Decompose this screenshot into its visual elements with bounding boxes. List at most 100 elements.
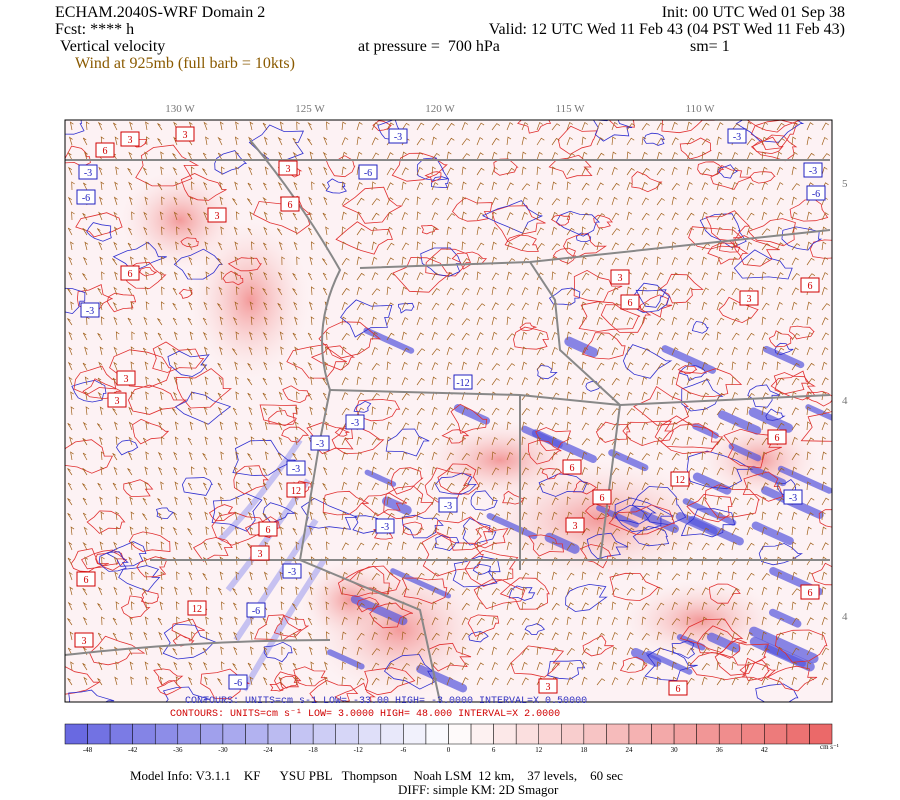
contour-label-box xyxy=(207,207,227,223)
wind-barb xyxy=(202,482,208,491)
wind-barb xyxy=(821,256,829,266)
wind-barb xyxy=(401,556,406,566)
wind-barb xyxy=(85,121,90,131)
contour-label: -3 xyxy=(86,306,94,317)
wind-barb xyxy=(160,556,164,566)
wind-barb xyxy=(581,136,587,146)
wind-barb xyxy=(187,213,193,221)
wind-barb xyxy=(85,391,89,401)
wind-barb xyxy=(761,663,770,671)
wind-barb xyxy=(806,241,812,251)
wind-barb xyxy=(127,468,133,476)
wind-barb xyxy=(324,346,329,356)
wind-barb xyxy=(596,407,604,416)
colorbar-box xyxy=(222,723,246,745)
wind-barb xyxy=(160,256,165,266)
wind-barb xyxy=(821,466,827,476)
wind-barb xyxy=(325,421,329,431)
wind-barb xyxy=(130,541,135,551)
wind-barb xyxy=(234,256,239,266)
lon-label: 120 W xyxy=(425,103,455,115)
wind-barb xyxy=(746,197,755,206)
contour-label-box xyxy=(120,265,140,281)
wind-barb xyxy=(671,631,677,641)
wind-barb xyxy=(356,181,363,191)
wind-barb xyxy=(566,316,573,326)
wind-barb xyxy=(235,121,239,131)
wind-barb xyxy=(187,407,193,416)
contour xyxy=(233,465,269,495)
wind-barb xyxy=(626,421,632,431)
wind-barb xyxy=(234,511,239,521)
wind-barb xyxy=(581,182,590,191)
contour-label: -3 xyxy=(394,132,402,143)
wind-barb xyxy=(158,406,163,416)
wind-barb xyxy=(551,422,559,431)
wind-barb xyxy=(431,288,440,296)
wind-barb xyxy=(791,647,800,656)
wind-barb xyxy=(701,211,708,221)
wind-barb xyxy=(461,196,467,206)
wind-barb xyxy=(145,271,149,281)
wind-barb xyxy=(68,346,73,356)
contour-label-box xyxy=(107,392,127,408)
wind-barb xyxy=(611,136,616,146)
wind-barb xyxy=(581,391,587,401)
wind-barb xyxy=(157,183,163,191)
contour xyxy=(582,332,626,360)
negative-band xyxy=(416,664,468,693)
wind-barb xyxy=(67,498,73,506)
wind-barb xyxy=(263,646,268,656)
contour-label: -3 xyxy=(444,501,452,512)
wind-barb xyxy=(67,288,73,296)
colorbar-tick: -42 xyxy=(128,746,138,754)
wind-barb xyxy=(671,137,679,146)
wind-barb xyxy=(506,617,515,626)
wind-barb xyxy=(248,466,253,476)
contour-label: -6 xyxy=(364,168,372,179)
wind-barb xyxy=(596,616,602,626)
wind-barb xyxy=(82,438,88,446)
colorbar-box xyxy=(290,723,314,745)
wind-barb xyxy=(431,513,440,521)
wind-barb xyxy=(566,212,574,221)
wind-barb xyxy=(250,256,255,266)
wind-barb xyxy=(461,301,468,311)
wind-barb xyxy=(341,646,347,656)
wind-barb xyxy=(641,482,649,491)
wind-barb xyxy=(341,287,350,296)
wind-barb xyxy=(686,661,692,671)
wind-barb xyxy=(551,436,557,446)
wind-barb xyxy=(506,451,514,461)
wind-barb xyxy=(356,436,362,446)
wind-barb xyxy=(716,212,725,221)
contour-label-box xyxy=(783,489,803,505)
wind-barb xyxy=(611,257,620,266)
wind-barb xyxy=(446,616,453,626)
wind-barb xyxy=(581,121,588,131)
wind-barb xyxy=(491,378,500,386)
wind-barb xyxy=(202,317,208,326)
wind-barb xyxy=(416,241,421,251)
wind-barb xyxy=(264,346,269,356)
wind-barb xyxy=(821,226,827,236)
wind-barb xyxy=(277,228,283,236)
wind-barb xyxy=(746,212,755,221)
wind-barb xyxy=(99,406,104,416)
wind-barb xyxy=(280,556,285,566)
contour-label: 6 xyxy=(676,684,681,695)
wind-barb xyxy=(641,391,648,401)
wind-barb xyxy=(686,181,693,191)
contour xyxy=(383,485,434,520)
wind-barb xyxy=(176,226,180,236)
wind-barb xyxy=(596,378,606,386)
wind-barb xyxy=(279,631,284,641)
contour xyxy=(499,577,550,610)
wind-barb xyxy=(566,136,573,146)
wind-barb xyxy=(581,197,590,206)
wind-barb xyxy=(172,511,178,521)
contour-label-box xyxy=(258,521,278,537)
contour xyxy=(262,502,297,524)
wind-barb xyxy=(280,601,285,611)
wind-barb xyxy=(68,271,73,281)
